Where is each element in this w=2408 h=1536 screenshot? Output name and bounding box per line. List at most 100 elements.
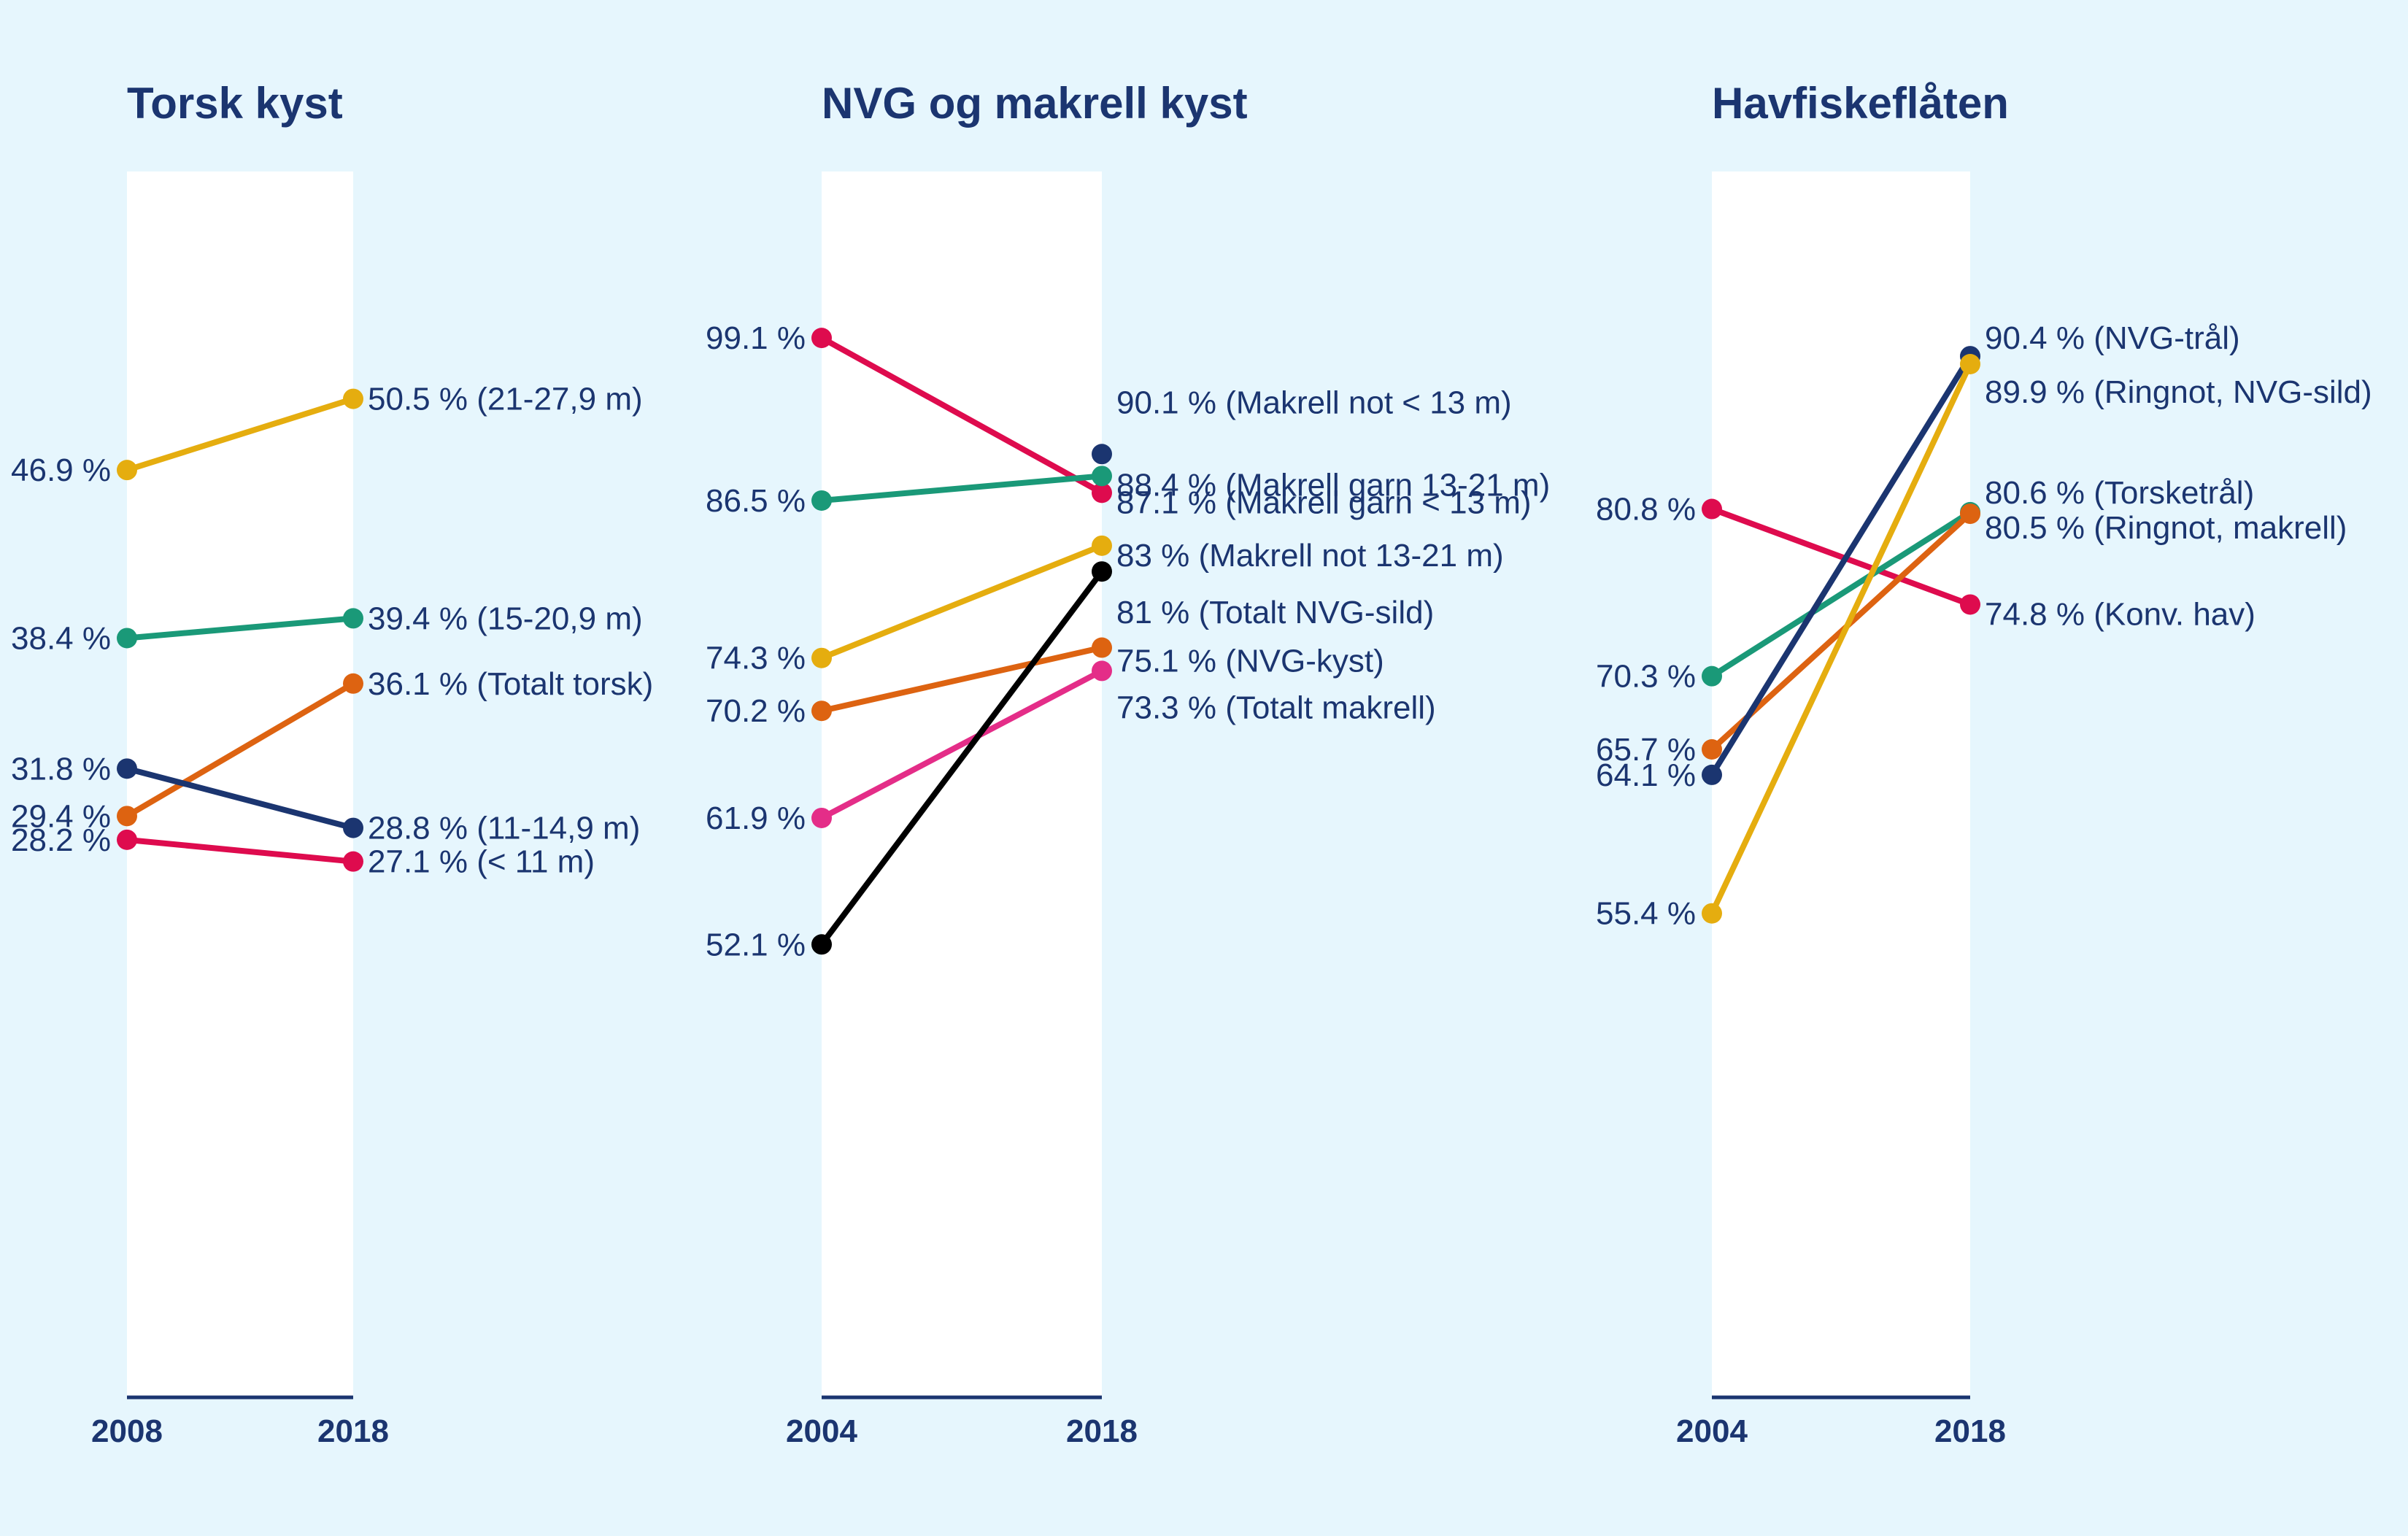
data-point bbox=[117, 628, 137, 649]
start-value-label: 99.1 % bbox=[706, 320, 806, 356]
chart-panel: NVG og makrell kyst 2004 2018 99.1 % 87.1 % … bbox=[706, 79, 1550, 1449]
data-point bbox=[1702, 665, 1722, 687]
start-value-label: 31.8 % bbox=[11, 751, 111, 787]
data-point bbox=[1092, 660, 1112, 682]
end-value-label: 88.4 % (Makrell garn 13-21 m) bbox=[1116, 467, 1550, 503]
start-value-label: 52.1 % bbox=[706, 927, 806, 962]
data-point bbox=[811, 807, 832, 828]
start-value-label: 74.3 % bbox=[706, 641, 806, 676]
start-value-label: 28.2 % bbox=[11, 822, 111, 858]
end-value-label: 28.8 % (11-14,9 m) bbox=[368, 811, 640, 846]
series-lines bbox=[819, 335, 1105, 948]
chart-title: NVG og makrell kyst bbox=[822, 79, 1248, 128]
end-value-label: 83 % (Makrell not 13-21 m) bbox=[1116, 538, 1504, 574]
series-line bbox=[819, 568, 1105, 948]
data-point bbox=[1092, 482, 1112, 503]
data-point bbox=[811, 490, 832, 511]
series-line bbox=[124, 615, 356, 641]
data-point bbox=[1092, 637, 1112, 658]
data-point bbox=[117, 806, 137, 827]
series-line bbox=[124, 680, 356, 819]
start-value-label: 46.9 % bbox=[11, 452, 111, 488]
end-value-label: 74.8 % (Konv. hav) bbox=[1985, 596, 2255, 632]
series-line bbox=[1709, 353, 1973, 778]
data-point bbox=[1702, 498, 1722, 520]
data-point bbox=[1960, 354, 1980, 374]
data-point bbox=[1092, 444, 1112, 465]
series-line bbox=[819, 473, 1105, 503]
data-point bbox=[117, 829, 137, 850]
series-lines bbox=[124, 395, 356, 865]
x-tick-label: 2018 bbox=[1066, 1413, 1138, 1449]
data-point bbox=[1092, 535, 1112, 556]
data-point bbox=[117, 758, 137, 779]
x-tick-label: 2018 bbox=[1934, 1413, 2006, 1449]
series-points bbox=[117, 388, 363, 872]
chart-title: Havfiskeflåten bbox=[1712, 79, 2009, 128]
series-line bbox=[124, 765, 356, 831]
series-line bbox=[1709, 361, 1973, 916]
series-line bbox=[124, 836, 356, 865]
end-value-label: 90.1 % (Makrell not < 13 m) bbox=[1116, 385, 1512, 420]
end-value-label: 81 % (Totalt NVG-sild) bbox=[1116, 595, 1434, 630]
end-value-label: 73.3 % (Totalt makrell) bbox=[1116, 690, 1436, 725]
chart-title: Torsk kyst bbox=[127, 79, 343, 128]
start-value-label: 64.1 % bbox=[1596, 757, 1696, 793]
series-line bbox=[1709, 506, 1973, 608]
data-point bbox=[1702, 764, 1722, 785]
data-point bbox=[811, 647, 832, 668]
plot-area bbox=[822, 171, 1102, 1397]
end-value-label: 39.4 % (15-20,9 m) bbox=[368, 601, 643, 636]
end-value-label: 87.1 % (Makrell garn < 13 m) bbox=[1116, 485, 1532, 520]
series-points bbox=[1702, 346, 1980, 924]
data-labels: 80.8 % 74.8 % (Konv. hav) 70.3 % 80.6 % (To… bbox=[1596, 320, 2372, 932]
data-point bbox=[1702, 739, 1722, 760]
chart-panel: Havfiskeflåten 2004 2018 80.8 % 74.8 % (Konv… bbox=[1596, 79, 2372, 1449]
data-point bbox=[1702, 903, 1722, 924]
x-tick-label: 2004 bbox=[1676, 1413, 1748, 1449]
data-point bbox=[811, 934, 832, 955]
data-labels: 46.9 % 50.5 % (21-27,9 m) 38.4 % 39.4 % (15… bbox=[11, 382, 653, 880]
end-value-label: 80.6 % (Torsketrål) bbox=[1985, 475, 2254, 511]
end-value-label: 50.5 % (21-27,9 m) bbox=[368, 382, 643, 417]
plot-area bbox=[127, 171, 353, 1397]
series-line bbox=[1709, 509, 1973, 679]
series-points bbox=[811, 328, 1112, 955]
series-line bbox=[819, 668, 1105, 821]
x-tick-label: 2018 bbox=[317, 1413, 389, 1449]
data-point bbox=[1960, 503, 1980, 525]
data-point bbox=[1960, 594, 1980, 615]
end-value-label: 80.5 % (Ringnot, makrell) bbox=[1985, 510, 2347, 546]
series-lines bbox=[1709, 353, 1973, 916]
start-value-label: 65.7 % bbox=[1596, 732, 1696, 768]
series-line bbox=[819, 542, 1105, 661]
x-tick-label: 2004 bbox=[786, 1413, 857, 1449]
end-value-label: 90.4 % (NVG-trål) bbox=[1985, 320, 2240, 356]
series-line bbox=[819, 335, 1105, 496]
start-value-label: 70.3 % bbox=[1596, 659, 1696, 695]
series-line bbox=[819, 644, 1105, 714]
data-point bbox=[1092, 561, 1112, 582]
end-value-label: 75.1 % (NVG-kyst) bbox=[1116, 644, 1384, 679]
end-value-label: 36.1 % (Totalt torsk) bbox=[368, 666, 653, 702]
data-point bbox=[811, 328, 832, 349]
data-point bbox=[343, 388, 363, 409]
data-point bbox=[343, 817, 363, 838]
x-tick-label: 2008 bbox=[91, 1413, 163, 1449]
start-value-label: 29.4 % bbox=[11, 798, 111, 834]
series-line bbox=[124, 395, 356, 474]
data-labels: 99.1 % 87.1 % (Makrell garn < 13 m) 86.5 %… bbox=[706, 320, 1550, 962]
data-point bbox=[343, 673, 363, 694]
start-value-label: 86.5 % bbox=[706, 483, 806, 519]
end-value-label: 27.1 % (< 11 m) bbox=[368, 844, 595, 880]
start-value-label: 38.4 % bbox=[11, 620, 111, 656]
data-point bbox=[811, 701, 832, 722]
start-value-label: 55.4 % bbox=[1596, 896, 1696, 932]
end-value-label: 89.9 % (Ringnot, NVG-sild) bbox=[1985, 374, 2372, 410]
data-point bbox=[343, 608, 363, 629]
start-value-label: 70.2 % bbox=[706, 693, 806, 729]
chart-panel: Torsk kyst 2008 2018 46.9 % 50.5 % (21-27,9 … bbox=[11, 79, 653, 1449]
plot-area bbox=[1712, 171, 1970, 1397]
